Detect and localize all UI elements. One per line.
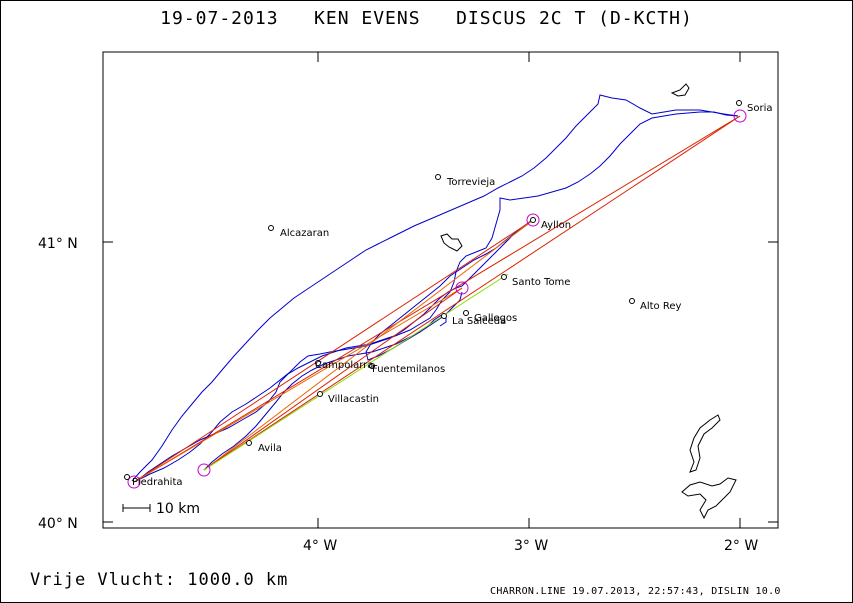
leg-line	[133, 219, 534, 483]
place-labels: Soria Torrevieja Alcazaran Ayllon Santo …	[132, 103, 772, 488]
reservoir-center	[440, 233, 463, 252]
place-dot-gallegos	[463, 310, 469, 316]
leg-line	[133, 115, 741, 483]
distance-summary: Vrije Vlucht: 1000.0 km	[30, 570, 289, 590]
leg-line	[203, 273, 509, 471]
coastline	[440, 83, 737, 520]
reservoir-east	[689, 414, 721, 473]
leg-line	[203, 115, 741, 471]
place-dot-avila	[246, 440, 252, 446]
x-tick-label: 3° W	[514, 538, 548, 554]
flight-title: 19-07-2013 KEN EVENS DISCUS 2C T (D-KCTH…	[160, 8, 693, 29]
place-dot-la-salceda	[441, 313, 447, 319]
place-label-santo-tome: Santo Tome	[512, 277, 570, 288]
place-label-campolarra: Campolarra	[315, 360, 373, 371]
track-final	[203, 291, 463, 471]
plot-frame	[102, 51, 779, 529]
place-dot-alcazaran	[268, 225, 274, 231]
place-markers	[124, 100, 742, 480]
flight-track	[131, 94, 739, 482]
place-label-fuentemilanos: Fuentemilanos	[372, 364, 445, 375]
turnpoint-marker	[455, 281, 469, 295]
reservoir-north	[670, 83, 690, 97]
place-dot-ayllon	[530, 217, 536, 223]
turnpoint-marker	[127, 475, 141, 489]
y-axis	[103, 241, 778, 523]
place-dot-torrevieja	[435, 174, 441, 180]
turnpoints	[127, 109, 747, 489]
place-label-piedrahita: Piedrahita	[132, 477, 183, 488]
place-dot-santo-tome	[501, 274, 507, 280]
place-dot-alto-rey	[629, 298, 635, 304]
place-dot-soria	[736, 100, 742, 106]
track-return	[137, 111, 739, 481]
place-dot-piedrahita	[124, 474, 130, 480]
place-label-torrevieja: Torrevieja	[446, 177, 495, 188]
leg-line	[133, 287, 463, 483]
turnpoint-marker	[733, 109, 747, 123]
x-tick-label: 4° W	[303, 538, 337, 554]
track-third-loop	[365, 219, 533, 361]
leg-line	[203, 287, 463, 471]
turnpoint-marker	[526, 213, 540, 227]
place-label-alto-rey: Alto Rey	[640, 301, 681, 312]
place-label-villacastin: Villacastin	[328, 394, 379, 405]
leg-line	[203, 219, 534, 471]
place-label-ayllon: Ayllon	[541, 220, 571, 231]
reservoir-southeast	[681, 477, 737, 520]
place-dot-campolarra	[315, 360, 321, 366]
scale-bar	[122, 504, 151, 512]
y-tick-label: 40° N	[38, 516, 78, 532]
turnpoint-marker	[197, 463, 211, 477]
place-label-alcazaran: Alcazaran	[280, 228, 329, 239]
track-outbound	[131, 94, 739, 482]
place-dot-fuentemilanos	[369, 363, 375, 369]
place-dot-villacastin	[317, 391, 323, 397]
x-tick-label: 2° W	[724, 538, 758, 554]
place-label-soria: Soria	[747, 103, 772, 114]
scale-bar-label: 10 km	[156, 501, 200, 517]
task-legs	[133, 115, 741, 483]
y-tick-label: 41° N	[38, 236, 78, 252]
track-second-loop	[137, 285, 463, 481]
x-axis	[317, 52, 741, 528]
place-label-la-salceda: La Salceda	[452, 316, 506, 327]
place-label-avila: Avila	[258, 443, 282, 454]
place-label-gallegos: Gallegos	[474, 313, 517, 324]
credits-line: CHARRON.LINE 19.07.2013, 22:57:43, DISLI…	[490, 586, 781, 597]
